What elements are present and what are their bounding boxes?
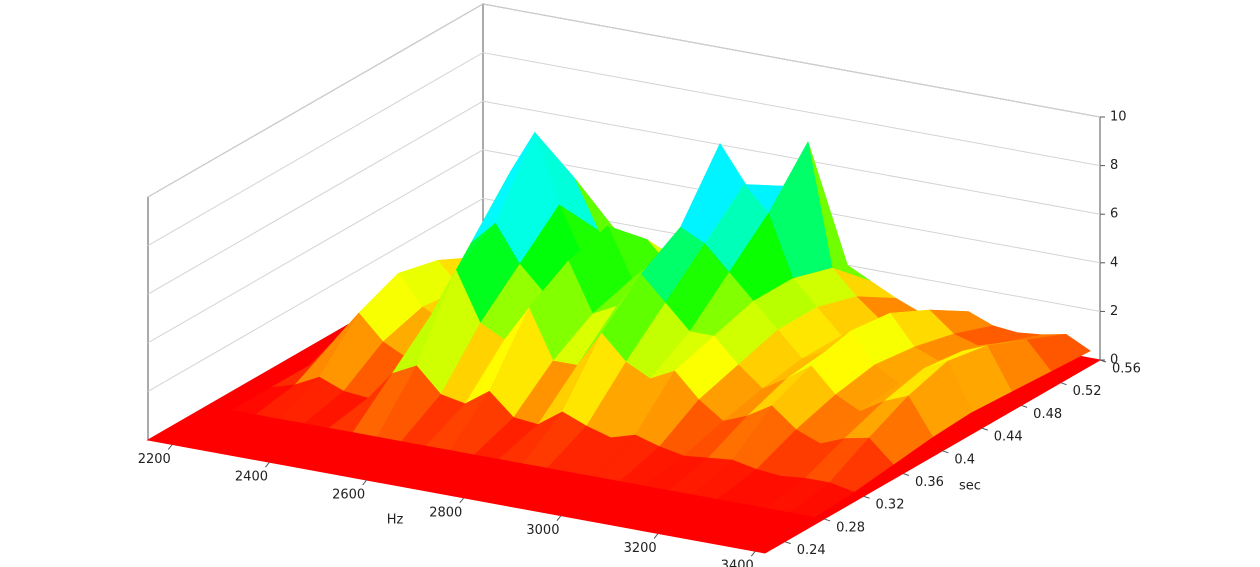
y-tick xyxy=(1021,404,1028,408)
x-tick-label: 2400 xyxy=(235,470,268,485)
z-tick-label: 2 xyxy=(1110,304,1118,319)
y-tick xyxy=(1060,382,1067,386)
y-tick-label: 0.28 xyxy=(836,520,865,535)
z-tick-label: 8 xyxy=(1110,158,1118,173)
x-tick xyxy=(653,533,659,539)
y-tick-label: 0.48 xyxy=(1033,407,1062,422)
z-tick-label: 4 xyxy=(1110,255,1118,270)
x-tick-label: 2600 xyxy=(332,488,365,503)
x-tick xyxy=(750,550,756,557)
x-tick xyxy=(459,497,465,504)
x-tick-label: 3400 xyxy=(721,559,754,567)
x-tick xyxy=(265,461,270,468)
y-axis-label: sec xyxy=(959,479,981,494)
y-tick-label: 0.4 xyxy=(954,452,975,467)
grid-line xyxy=(147,3,1101,198)
grid-line xyxy=(147,197,1101,392)
z-tick-label: 10 xyxy=(1110,110,1127,125)
surface xyxy=(191,132,1091,541)
grid-line xyxy=(147,149,1101,344)
grid-line xyxy=(147,100,1101,295)
y-tick xyxy=(784,541,791,545)
x-tick-label: 3000 xyxy=(526,523,559,538)
y-tick-label: 0.52 xyxy=(1073,384,1102,399)
x-tick-label: 2800 xyxy=(429,505,462,520)
y-tick xyxy=(942,450,949,454)
z-tick-label: 0 xyxy=(1110,353,1118,368)
x-tick-label: 2200 xyxy=(138,452,171,467)
y-tick-label: 0.36 xyxy=(915,475,944,490)
y-tick-label: 0.24 xyxy=(797,543,826,558)
y-tick-label: 0.32 xyxy=(876,498,905,513)
x-axis-label: Hz xyxy=(387,513,404,528)
y-tick-label: 0.44 xyxy=(994,430,1023,445)
y-tick xyxy=(902,473,910,477)
axes: 2200 2400 2600 2800 3000 3200 3400 0.24 0.28 0.32… xyxy=(138,110,1141,567)
x-tick xyxy=(362,479,368,486)
x-tick-label: 3200 xyxy=(624,541,657,556)
y-tick xyxy=(863,495,870,499)
x-tick xyxy=(167,444,173,450)
y-tick-label: 0.56 xyxy=(1112,362,1141,377)
z-tick-label: 6 xyxy=(1110,207,1118,222)
y-tick xyxy=(981,427,988,431)
y-tick xyxy=(823,518,831,522)
x-tick xyxy=(556,515,562,521)
surface-cell xyxy=(750,512,815,541)
grid-line xyxy=(147,52,1101,247)
